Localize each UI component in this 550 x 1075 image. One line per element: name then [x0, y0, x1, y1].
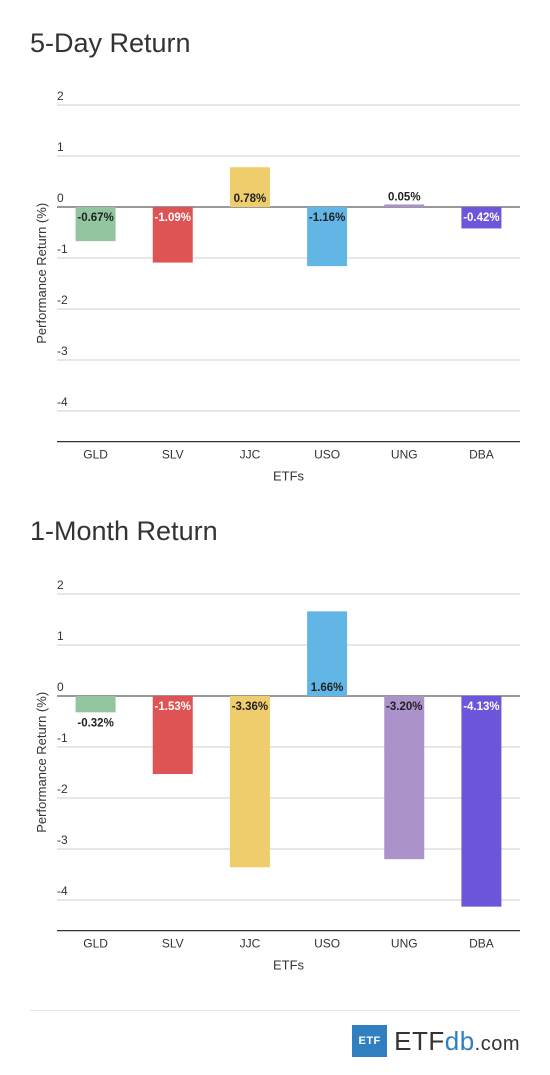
x-axis-title: ETFs: [273, 469, 305, 484]
x-tick-label-slv: SLV: [162, 448, 184, 462]
value-label-ung: 0.05%: [388, 191, 421, 203]
x-tick-label-jjc: JJC: [240, 937, 261, 951]
x-tick-label-ung: UNG: [391, 448, 418, 462]
x-tick-label-gld: GLD: [83, 448, 108, 462]
value-label-slv: -1.53%: [155, 701, 191, 713]
chart-title-1-month: 1-Month Return: [30, 516, 218, 546]
y-tick-label: 1: [57, 629, 64, 643]
y-tick-label: 0: [57, 191, 64, 205]
y-tick-label: 2: [57, 89, 64, 103]
value-label-gld: -0.32%: [77, 717, 113, 729]
bar-gld: [75, 696, 116, 713]
y-axis-title: Performance Return (%): [34, 692, 49, 833]
y-tick-label: -4: [57, 884, 68, 898]
y-axis-title: Performance Return (%): [34, 203, 49, 344]
bar-slv: [152, 207, 193, 263]
value-label-jjc: 0.78%: [234, 193, 267, 205]
y-tick-label: 0: [57, 680, 64, 694]
y-tick-label: -2: [57, 293, 68, 307]
x-tick-label-dba: DBA: [469, 937, 494, 951]
logo-wordmark: ETFdb.com: [394, 1026, 520, 1057]
bar-uso: [307, 207, 348, 267]
value-label-uso: -1.16%: [309, 212, 345, 224]
value-label-dba: -0.42%: [463, 212, 499, 224]
logo-text-accent: db: [444, 1025, 475, 1056]
chart-title-5-day: 5-Day Return: [30, 28, 191, 58]
y-tick-label: -1: [57, 242, 68, 256]
y-tick-label: 1: [57, 140, 64, 154]
bar-jjc: [229, 696, 270, 868]
value-label-gld: -0.67%: [77, 212, 113, 224]
y-tick-label: -2: [57, 782, 68, 796]
value-label-dba: -4.13%: [463, 701, 499, 713]
etfdb-logo: ETF ETFdb.com: [352, 1022, 520, 1060]
footer-divider: [30, 1010, 520, 1011]
x-tick-label-jjc: JJC: [240, 448, 261, 462]
value-label-jjc: -3.36%: [232, 701, 268, 713]
x-tick-label-gld: GLD: [83, 937, 108, 951]
x-tick-label-ung: UNG: [391, 937, 418, 951]
x-tick-label-uso: USO: [314, 937, 340, 951]
logo-text-suffix: .com: [474, 1032, 520, 1055]
bar-chart-5-day: 2 1 0 -1 -2 -3 -4 -0.67% GLD -1.09% SLV 0.78% JJC -1.…: [34, 89, 520, 484]
bar-slv: [152, 696, 193, 775]
bar-gld: [75, 207, 116, 242]
x-tick-label-uso: USO: [314, 448, 340, 462]
etf-logo-box: ETF: [352, 1025, 388, 1057]
x-axis-title: ETFs: [273, 958, 305, 973]
value-label-slv: -1.09%: [155, 212, 191, 224]
bar-jjc: [229, 167, 270, 207]
y-tick-label: -4: [57, 395, 68, 409]
x-tick-label-dba: DBA: [469, 448, 494, 462]
logo-text-main: ETF: [394, 1025, 445, 1056]
y-tick-label: -3: [57, 344, 68, 358]
y-tick-label: 2: [57, 578, 64, 592]
bar-dba: [461, 696, 502, 907]
bar-uso: [307, 611, 348, 696]
bar-ung: [384, 696, 425, 860]
y-tick-label: -1: [57, 731, 68, 745]
x-tick-label-slv: SLV: [162, 937, 184, 951]
bar-dba: [461, 207, 502, 229]
value-label-ung: -3.20%: [386, 701, 422, 713]
bar-chart-1-month: 2 1 0 -1 -2 -3 -4 -0.32% GLD -1.53% SLV -3.36% JJC 1.…: [34, 578, 520, 973]
value-label-uso: 1.66%: [311, 682, 344, 694]
y-tick-label: -3: [57, 833, 68, 847]
bar-ung: [384, 204, 425, 207]
